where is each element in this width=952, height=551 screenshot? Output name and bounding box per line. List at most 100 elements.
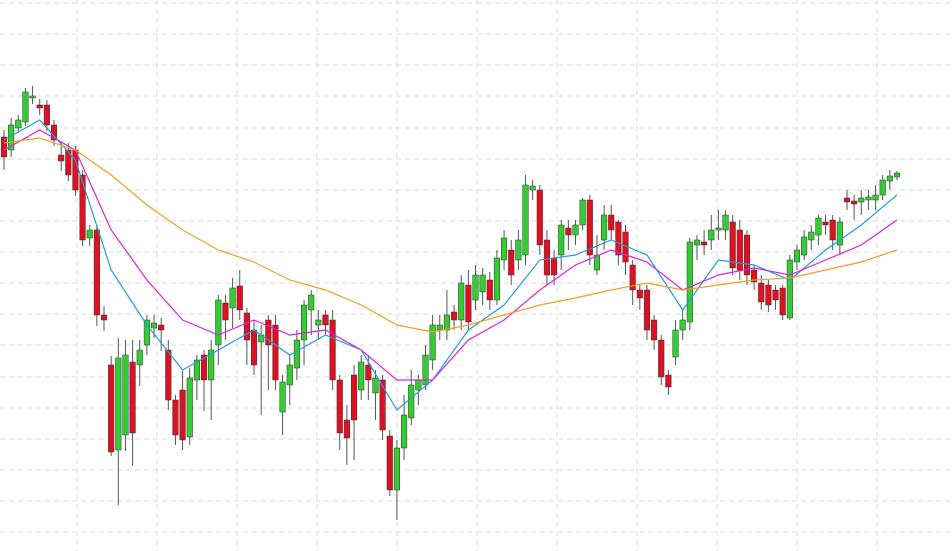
candle-body [36, 104, 43, 109]
candle-body [708, 229, 715, 241]
candle-body [22, 91, 29, 123]
candle-body [701, 241, 708, 246]
candle-body [343, 419, 350, 439]
candle-body [29, 95, 36, 99]
candle-body [265, 319, 272, 346]
candle-body [229, 287, 236, 309]
candle-body [651, 319, 658, 341]
candle-body [722, 214, 729, 231]
candle-body [465, 284, 472, 323]
candle-body [58, 154, 65, 162]
candle-body [501, 237, 508, 261]
candle-body [115, 357, 122, 451]
moving-average-line [3, 137, 898, 333]
candle-body [801, 236, 808, 256]
candle-body [0, 136, 8, 158]
candle-body [336, 379, 343, 434]
candle-body [608, 214, 615, 231]
candle-body [172, 399, 179, 436]
candle-body [186, 377, 193, 438]
candle-body [143, 319, 150, 346]
candle-body [200, 354, 208, 381]
candle-body [586, 199, 593, 256]
candle-body [865, 196, 872, 201]
candle-body [893, 172, 901, 178]
candle-body [479, 274, 486, 293]
candle-body [815, 217, 822, 236]
candle-body [886, 175, 893, 182]
candle-body [429, 324, 436, 361]
candle-body [322, 314, 329, 326]
candle-body [493, 257, 500, 301]
candle-body [665, 374, 672, 388]
candle-body [236, 285, 243, 311]
candle-body [615, 221, 622, 256]
candle-body [636, 289, 643, 299]
candle-body [679, 319, 686, 331]
candle-body [543, 239, 550, 276]
candle-body [393, 447, 400, 491]
candle-body [379, 379, 386, 431]
moving-average-line [3, 119, 898, 411]
candle-body [765, 284, 772, 306]
candle-body [79, 174, 86, 241]
candle-body [822, 221, 829, 226]
candle-body [401, 414, 408, 449]
candle-body [758, 282, 765, 303]
candle-body [858, 197, 865, 203]
candle-body [572, 224, 579, 236]
candle-body [286, 364, 293, 386]
candle-body [358, 361, 365, 391]
candle-body [736, 229, 743, 271]
candle-body [351, 374, 358, 421]
candle-body [536, 189, 543, 246]
candle-body [829, 219, 836, 241]
candle-body [158, 324, 165, 331]
candle-body [250, 329, 258, 366]
candle-body [72, 149, 79, 191]
candle-body [508, 249, 515, 276]
candle-body [693, 239, 701, 246]
candle-body [879, 179, 886, 196]
candle-body [843, 197, 851, 203]
candle-body [308, 294, 315, 311]
candle-body [279, 381, 286, 413]
candle-body [672, 329, 679, 358]
candle-body [551, 257, 558, 276]
candle-body [451, 311, 458, 321]
candle-body [415, 379, 422, 391]
candle-body [601, 214, 608, 241]
candle-body [779, 287, 786, 316]
candle-body [215, 299, 222, 346]
candle-body [43, 104, 50, 126]
candle-body [443, 314, 450, 331]
candle-body [150, 322, 158, 329]
candle-body [136, 349, 143, 366]
candle-body [851, 200, 858, 205]
candle-body [408, 384, 415, 419]
candle-body [643, 289, 651, 331]
candle-body [108, 364, 115, 453]
candle-body [329, 319, 336, 381]
candle-body [772, 289, 779, 301]
candle-body [529, 185, 536, 191]
candle-body [836, 221, 843, 246]
candle-body [243, 312, 250, 341]
candle-body [222, 302, 229, 321]
candle-body [15, 119, 22, 129]
candle-body [293, 339, 300, 369]
candle-body [365, 364, 372, 381]
candle-body [193, 359, 200, 381]
candle-body [372, 377, 379, 394]
candle-body [658, 339, 665, 378]
candle-body [272, 324, 279, 381]
candle-body [386, 435, 393, 491]
moving-average-line [3, 129, 898, 381]
candle-body [315, 319, 322, 326]
candle-body [86, 229, 93, 239]
candle-body [179, 389, 186, 441]
candle-body [558, 224, 565, 256]
candle-body [743, 234, 751, 276]
candle-body [593, 254, 600, 271]
